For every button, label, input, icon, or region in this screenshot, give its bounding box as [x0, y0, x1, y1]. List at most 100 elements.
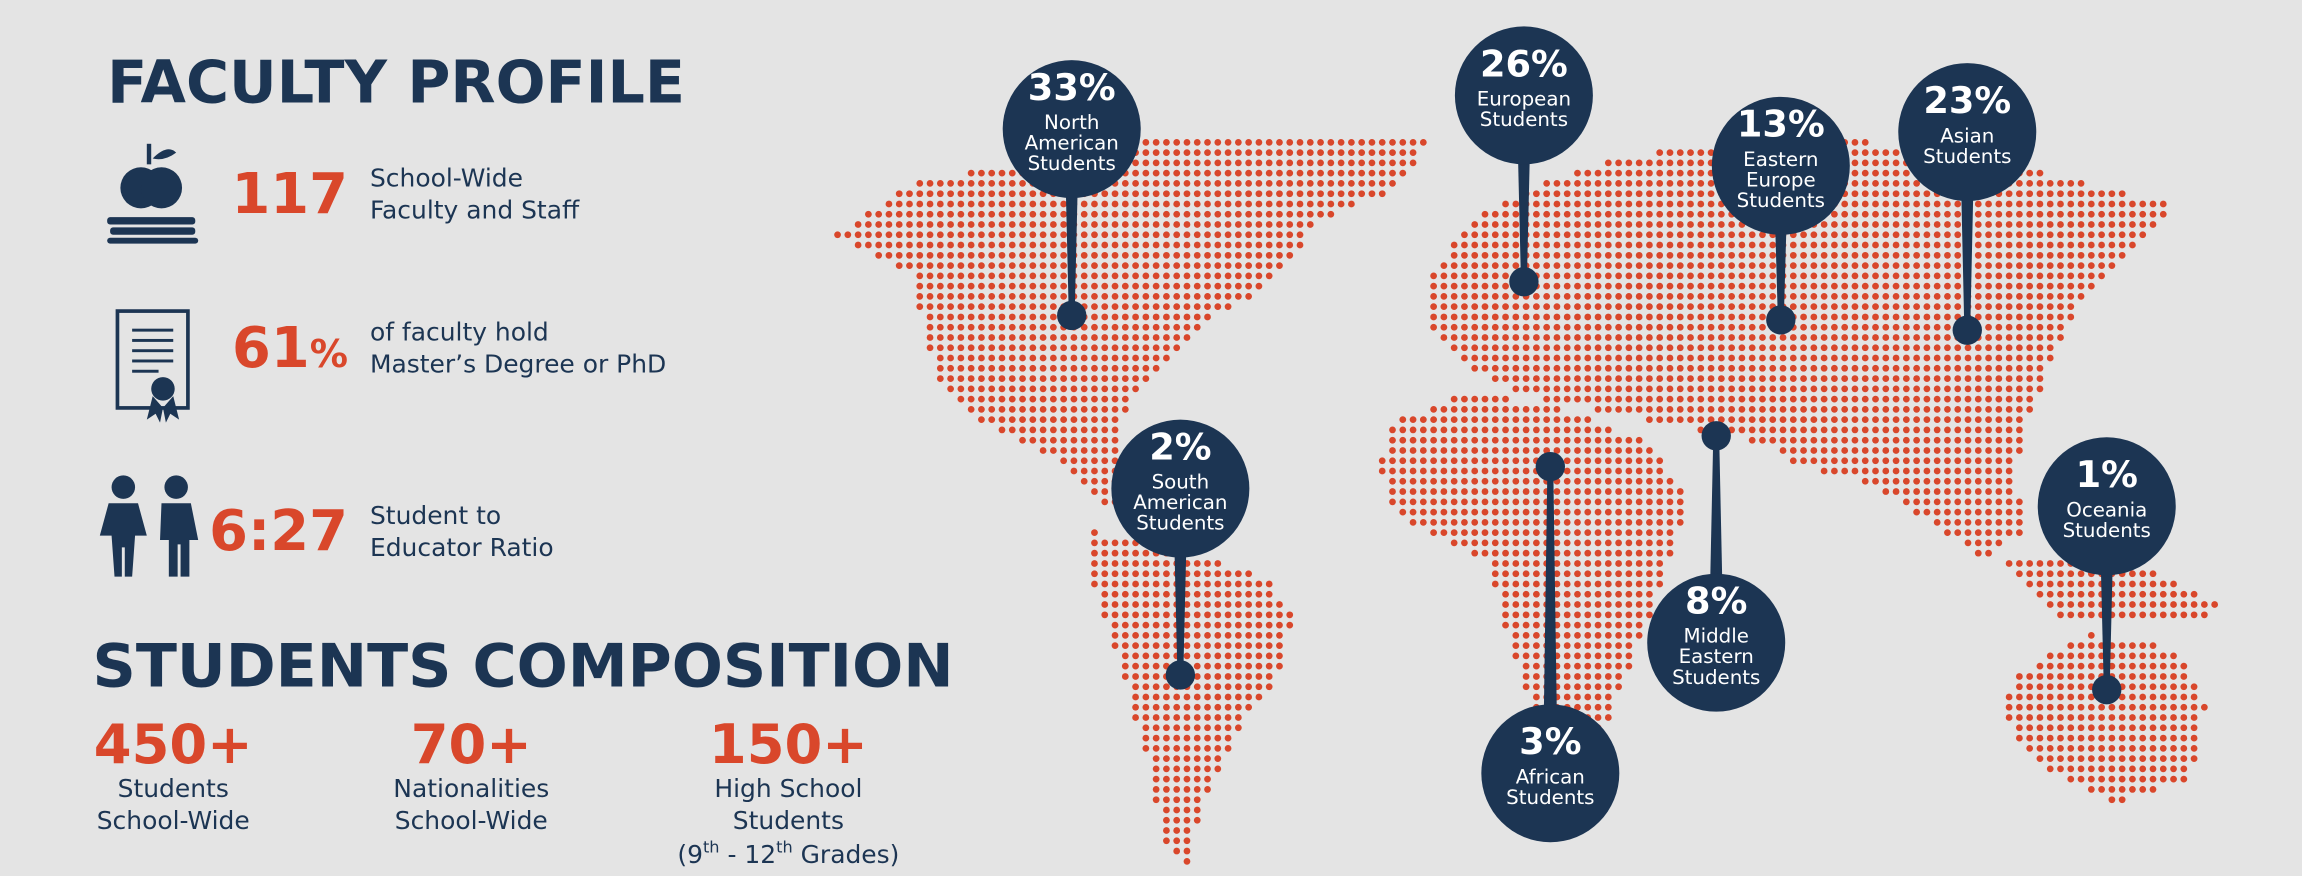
map-dot	[1450, 488, 1458, 495]
map-dot	[1954, 200, 1962, 208]
map-dot	[1060, 200, 1068, 208]
map-dot	[1132, 560, 1139, 567]
map-dot	[1533, 406, 1540, 413]
map-dot	[2077, 673, 2085, 680]
map-dot	[1615, 159, 1622, 167]
map-dot	[1378, 138, 1386, 146]
map-dot	[1944, 436, 1951, 444]
map-dot	[1265, 241, 1273, 249]
map-dot	[844, 231, 852, 239]
map-dot	[1902, 313, 1910, 321]
map-dot	[1656, 344, 1664, 352]
map-dot	[1533, 364, 1540, 372]
map-dot	[2005, 210, 2013, 218]
map-dot	[2036, 210, 2044, 218]
map-dot	[1152, 765, 1160, 773]
map-dot	[2108, 714, 2116, 721]
map-dot	[957, 395, 965, 403]
map-dot	[1121, 580, 1129, 588]
map-dot	[1728, 272, 1736, 280]
map-dot	[1913, 293, 1920, 300]
map-dot	[1019, 354, 1026, 362]
map-dot	[1132, 364, 1139, 372]
map-dot	[1265, 611, 1273, 619]
map-dot	[1646, 262, 1653, 269]
map-dot	[1101, 375, 1109, 382]
map-dot	[1985, 262, 1992, 269]
map-dot	[1892, 375, 1900, 382]
map-dot	[1533, 241, 1540, 249]
map-dot	[1409, 477, 1417, 485]
map-dot	[1163, 293, 1170, 300]
map-dot	[1625, 601, 1633, 608]
map-dot	[1471, 221, 1479, 228]
map-dot	[1111, 631, 1119, 639]
map-dot	[2159, 683, 2167, 691]
map-dot	[1563, 221, 1571, 228]
map-dot	[1491, 313, 1499, 321]
map-dot	[1060, 221, 1068, 228]
map-dot	[1738, 364, 1746, 372]
pin-bubble	[1111, 419, 1250, 558]
map-dot	[1471, 508, 1479, 516]
map-dot	[1163, 683, 1170, 691]
map-dot	[1594, 488, 1602, 495]
map-dot	[1974, 549, 1982, 557]
map-dot	[1902, 426, 1910, 434]
map-dot	[1008, 200, 1016, 208]
map-dot	[988, 190, 996, 198]
map-dot	[1831, 282, 1838, 290]
map-dot	[2026, 673, 2034, 680]
map-dot	[1676, 344, 1684, 352]
map-dot	[1625, 180, 1633, 187]
map-dot	[1049, 364, 1057, 372]
map-dot	[1851, 436, 1859, 444]
map-dot	[1974, 436, 1982, 444]
map-dot	[1656, 354, 1664, 362]
map-dot	[1974, 395, 1982, 403]
map-dot	[1193, 662, 1201, 670]
map-dot	[1389, 426, 1396, 434]
map-dot	[988, 180, 996, 187]
map-dot	[2036, 241, 2044, 249]
map-dot	[2077, 221, 2085, 228]
map-dot	[978, 354, 985, 362]
map-dot	[1923, 457, 1931, 465]
map-dot	[2077, 775, 2085, 783]
map-dot	[1574, 560, 1581, 567]
map-dot	[1183, 703, 1191, 711]
map-dot	[2016, 221, 2023, 228]
map-dot	[2159, 734, 2167, 742]
pin-percent: 3%	[1519, 720, 1581, 763]
map-dot	[1974, 221, 1982, 228]
map-dot	[1193, 262, 1201, 269]
map-dot	[1913, 241, 1920, 249]
map-dot	[1163, 652, 1170, 660]
map-dot	[1594, 385, 1602, 393]
map-dot	[1625, 354, 1633, 362]
map-dot	[1111, 447, 1119, 454]
map-dot	[1450, 457, 1458, 465]
map-dot	[2026, 169, 2034, 177]
map-dot	[1882, 488, 1890, 495]
map-dot	[1461, 313, 1468, 321]
map-dot	[1584, 518, 1592, 526]
map-dot	[2016, 354, 2023, 362]
map-dot	[1348, 200, 1355, 208]
map-dot	[1635, 529, 1643, 537]
map-dot	[1810, 354, 1818, 362]
map-dot	[947, 293, 954, 300]
map-dot	[1039, 364, 1047, 372]
map-dot	[1635, 375, 1643, 382]
map-dot	[1594, 621, 1602, 629]
map-dot	[1789, 344, 1797, 352]
map-dot	[1337, 149, 1345, 156]
map-dot	[2067, 231, 2075, 239]
map-dot	[1461, 508, 1468, 516]
map-dot	[1944, 282, 1951, 290]
map-dot	[1902, 498, 1910, 506]
map-dot	[1533, 313, 1540, 321]
map-dot	[947, 385, 954, 393]
map-dot	[1142, 683, 1150, 691]
map-dot	[1974, 272, 1982, 280]
